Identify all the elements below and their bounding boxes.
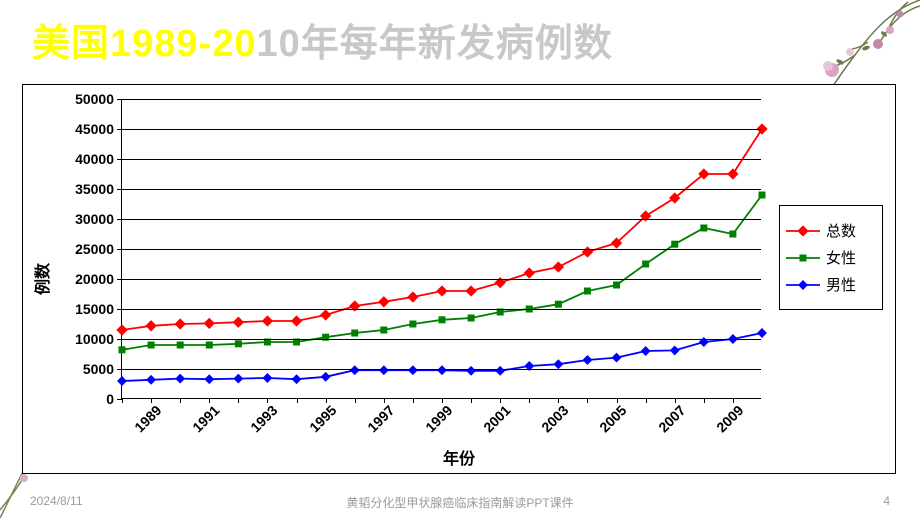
footer: 2024/8/11 黄韬分化型甲状腺癌临床指南解读PPT课件 4 bbox=[0, 494, 920, 512]
legend-row-male: 男性 bbox=[786, 274, 876, 295]
plot-area: 0500010000150002000025000300003500040000… bbox=[121, 99, 761, 399]
y-tick-label: 50000 bbox=[75, 91, 122, 107]
x-tick-label: 1995 bbox=[306, 402, 339, 435]
x-tick-label: 2001 bbox=[480, 402, 513, 435]
legend-swatch-female bbox=[786, 251, 820, 265]
gridline bbox=[122, 219, 761, 220]
y-tick-label: 25000 bbox=[75, 241, 122, 257]
y-axis-label: 例数 bbox=[29, 263, 53, 295]
legend-swatch-total bbox=[786, 224, 820, 238]
legend-row-female: 女性 bbox=[786, 247, 876, 268]
chart-container: 例数 年份 0500010000150002000025000300003500… bbox=[22, 84, 896, 474]
y-tick-label: 30000 bbox=[75, 211, 122, 227]
gridline bbox=[122, 309, 761, 310]
slide: 美国1989-2010年每年新发病例数 例数 年份 05000100001500… bbox=[0, 0, 920, 518]
legend-row-total: 总数 bbox=[786, 220, 876, 241]
gridline bbox=[122, 279, 761, 280]
x-tick-label: 2003 bbox=[538, 402, 571, 435]
y-tick-label: 5000 bbox=[83, 361, 122, 377]
y-tick-label: 15000 bbox=[75, 301, 122, 317]
gridline bbox=[122, 249, 761, 250]
legend-swatch-male bbox=[786, 278, 820, 292]
gridline bbox=[122, 99, 761, 100]
footer-date: 2024/8/11 bbox=[30, 494, 83, 508]
legend-label-female: 女性 bbox=[826, 247, 856, 268]
y-tick-label: 35000 bbox=[75, 181, 122, 197]
gridline bbox=[122, 189, 761, 190]
x-tick-label: 1991 bbox=[189, 402, 222, 435]
y-tick-label: 0 bbox=[106, 391, 122, 407]
x-tick-label: 2007 bbox=[655, 402, 688, 435]
footer-page-number: 4 bbox=[883, 494, 890, 508]
y-tick-label: 45000 bbox=[75, 121, 122, 137]
gridline bbox=[122, 339, 761, 340]
title-part-2: 10年每年新发病例数 bbox=[256, 23, 612, 65]
y-tick-label: 40000 bbox=[75, 151, 122, 167]
y-tick-label: 20000 bbox=[75, 271, 122, 287]
gridline bbox=[122, 369, 761, 370]
x-tick-label: 2005 bbox=[597, 402, 630, 435]
x-tick-label: 1989 bbox=[131, 402, 164, 435]
x-tick-label: 1997 bbox=[364, 402, 397, 435]
x-tick-label: 1993 bbox=[247, 402, 280, 435]
legend-label-male: 男性 bbox=[826, 274, 856, 295]
legend: 总数 女性 男性 bbox=[779, 205, 883, 310]
slide-title: 美国1989-2010年每年新发病例数 bbox=[32, 12, 613, 67]
title-part-1: 美国1989-20 bbox=[32, 23, 256, 65]
x-tick-label: 1999 bbox=[422, 402, 455, 435]
gridline bbox=[122, 159, 761, 160]
x-tick-label: 2009 bbox=[713, 402, 746, 435]
legend-label-total: 总数 bbox=[826, 220, 856, 241]
footer-caption: 黄韬分化型甲状腺癌临床指南解读PPT课件 bbox=[346, 494, 573, 511]
x-axis-label: 年份 bbox=[443, 445, 475, 469]
gridline bbox=[122, 129, 761, 130]
y-tick-label: 10000 bbox=[75, 331, 122, 347]
